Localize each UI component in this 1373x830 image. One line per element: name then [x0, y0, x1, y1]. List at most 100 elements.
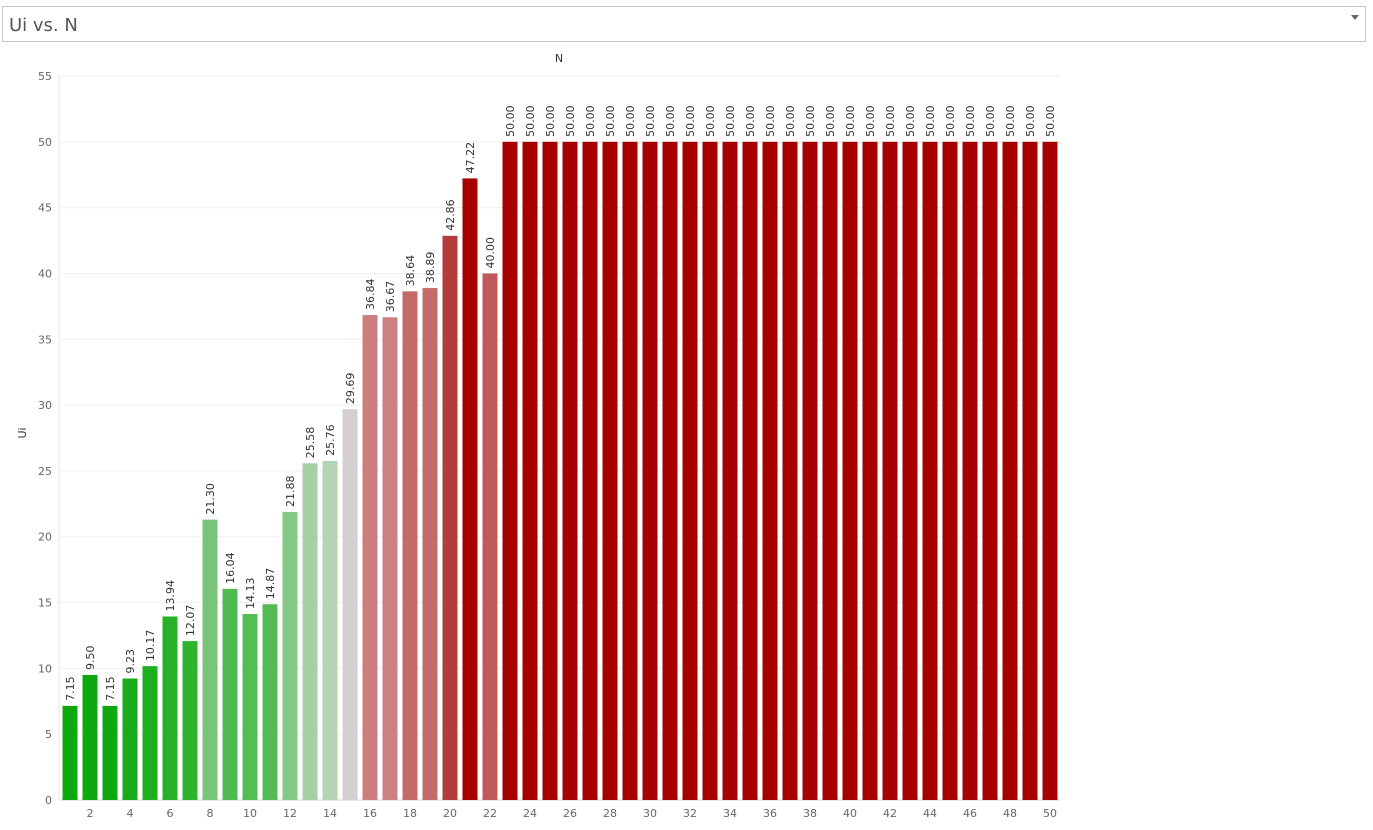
data-label: 7.15 [104, 676, 117, 701]
x-tick-label: 40 [843, 807, 857, 820]
y-tick-label: 50 [38, 136, 52, 149]
bar[interactable] [862, 141, 878, 800]
x-tick-label: 26 [563, 807, 577, 820]
bar[interactable] [782, 141, 798, 800]
bar[interactable] [282, 511, 298, 800]
bar[interactable] [482, 273, 498, 800]
x-tick-label: 36 [763, 807, 777, 820]
x-tick-label: 30 [643, 807, 657, 820]
bar[interactable] [462, 178, 478, 800]
bar[interactable] [162, 616, 178, 800]
bar[interactable] [902, 141, 918, 800]
bar[interactable] [262, 604, 278, 800]
data-label: 47.22 [464, 142, 477, 174]
data-label: 40.00 [484, 237, 497, 269]
data-label: 50.00 [1024, 105, 1037, 137]
bar[interactable] [402, 291, 418, 800]
x-tick-label: 42 [883, 807, 897, 820]
bar[interactable] [342, 409, 358, 800]
x-tick-label: 20 [443, 807, 457, 820]
view-selector-dropdown[interactable]: Ui vs. N [2, 6, 1366, 42]
data-label: 10.17 [144, 630, 157, 662]
bar[interactable] [722, 141, 738, 800]
y-tick-label: 5 [45, 728, 52, 741]
data-label: 50.00 [504, 105, 517, 137]
bar[interactable] [302, 463, 318, 800]
chevron-down-icon[interactable] [1351, 15, 1359, 20]
bar[interactable] [222, 588, 238, 800]
bar[interactable] [602, 141, 618, 800]
bar[interactable] [1002, 141, 1018, 800]
bar[interactable] [1022, 141, 1038, 800]
data-label: 25.76 [324, 424, 337, 456]
x-tick-label: 48 [1003, 807, 1017, 820]
bar[interactable] [542, 141, 558, 800]
y-axis-ticks: 0 5 10 15 20 25 30 35 40 45 50 55 [38, 70, 52, 807]
bar[interactable] [142, 666, 158, 800]
y-tick-label: 30 [38, 399, 52, 412]
bar[interactable] [242, 613, 258, 800]
bar[interactable] [762, 141, 778, 800]
bar[interactable] [642, 141, 658, 800]
y-tick-label: 0 [45, 794, 52, 807]
bar[interactable] [502, 141, 518, 800]
data-label: 50.00 [644, 105, 657, 137]
data-label: 50.00 [624, 105, 637, 137]
bar[interactable] [182, 641, 198, 800]
data-label: 50.00 [804, 105, 817, 137]
bar[interactable] [702, 141, 718, 800]
bar[interactable] [202, 519, 218, 800]
data-label: 36.84 [364, 279, 377, 311]
data-label: 36.67 [384, 281, 397, 313]
bar[interactable] [382, 317, 398, 800]
bar[interactable] [1042, 141, 1058, 800]
x-tick-label: 2 [87, 807, 94, 820]
data-label: 50.00 [604, 105, 617, 137]
data-label: 7.15 [64, 676, 77, 701]
bar[interactable] [362, 315, 378, 800]
bar[interactable] [62, 705, 78, 800]
data-label: 50.00 [784, 105, 797, 137]
bar[interactable] [102, 705, 118, 800]
bar[interactable] [582, 141, 598, 800]
x-tick-label: 46 [963, 807, 977, 820]
x-tick-label: 32 [683, 807, 697, 820]
bar[interactable] [522, 141, 538, 800]
data-label: 21.30 [204, 483, 217, 515]
bar[interactable] [622, 141, 638, 800]
x-tick-label: 6 [167, 807, 174, 820]
bar[interactable] [562, 141, 578, 800]
x-tick-label: 12 [283, 807, 297, 820]
data-label: 21.88 [284, 475, 297, 507]
bar[interactable] [962, 141, 978, 800]
data-label: 50.00 [884, 105, 897, 137]
bar[interactable] [122, 678, 138, 800]
y-tick-label: 45 [38, 202, 52, 215]
data-labels: 7.15 9.50 7.15 9.23 10.17 13.94 12.07 21.30 16.0… [64, 105, 1057, 701]
bar[interactable] [802, 141, 818, 800]
bar[interactable] [982, 141, 998, 800]
data-label: 50.00 [984, 105, 997, 137]
bar[interactable] [442, 235, 458, 801]
bar[interactable] [322, 460, 338, 800]
bar[interactable] [662, 141, 678, 800]
x-tick-label: 22 [483, 807, 497, 820]
x-tick-label: 4 [127, 807, 134, 820]
y-tick-label: 35 [38, 333, 52, 346]
bar[interactable] [882, 141, 898, 800]
bar[interactable] [842, 141, 858, 800]
bar[interactable] [422, 288, 438, 800]
bar[interactable] [742, 141, 758, 800]
data-label: 14.13 [244, 577, 257, 609]
data-label: 50.00 [704, 105, 717, 137]
bar[interactable] [682, 141, 698, 800]
bar[interactable] [922, 141, 938, 800]
data-label: 25.58 [304, 427, 317, 459]
bar[interactable] [82, 674, 98, 800]
x-tick-label: 38 [803, 807, 817, 820]
bar[interactable] [942, 141, 958, 800]
data-label: 14.87 [264, 568, 277, 600]
bar[interactable] [822, 141, 838, 800]
y-tick-label: 15 [38, 597, 52, 610]
data-label: 50.00 [1004, 105, 1017, 137]
